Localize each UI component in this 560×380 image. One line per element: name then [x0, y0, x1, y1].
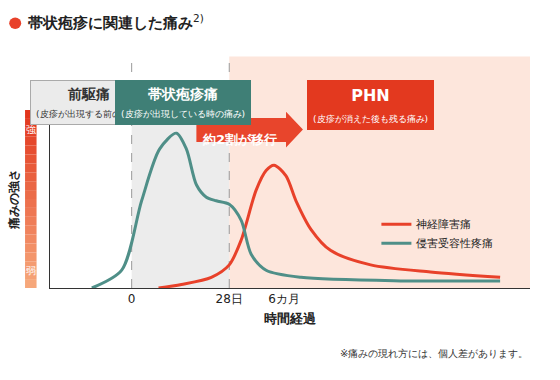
svg-text:神経障害痛: 神経障害痛 — [416, 218, 471, 231]
svg-text:帯状疱疹痛(皮疹が出現している時の痛み): 帯状疱疹痛(皮疹が出現している時の痛み) — [121, 86, 245, 119]
svg-text:28日: 28日 — [216, 292, 243, 306]
svg-text:前駆痛(皮疹が出現する前の痛み): 前駆痛(皮疹が出現する前の痛み) — [36, 86, 142, 119]
svg-text:痛みの強さ: 痛みの強さ — [7, 169, 21, 230]
svg-text:約2割が移行: 約2割が移行 — [202, 132, 277, 147]
svg-text:帯状疱疹に関連した痛み​2)​: 帯状疱疹に関連した痛み​2)​ — [28, 12, 204, 32]
svg-text:0: 0 — [128, 292, 136, 306]
svg-text:強: 強 — [26, 124, 36, 135]
svg-text:侵害受容性疼痛: 侵害受容性疼痛 — [416, 237, 493, 250]
svg-text:※痛みの現れ方には、個人差があります。: ※痛みの現れ方には、個人差があります。 — [340, 348, 528, 359]
svg-text:弱: 弱 — [26, 265, 36, 276]
svg-text:6カ月: 6カ月 — [268, 292, 300, 306]
svg-text:PHN(皮疹が消えた後も残る痛み): PHN(皮疹が消えた後も残る痛み) — [313, 86, 428, 124]
svg-text:時間経過: 時間経過 — [264, 311, 317, 326]
